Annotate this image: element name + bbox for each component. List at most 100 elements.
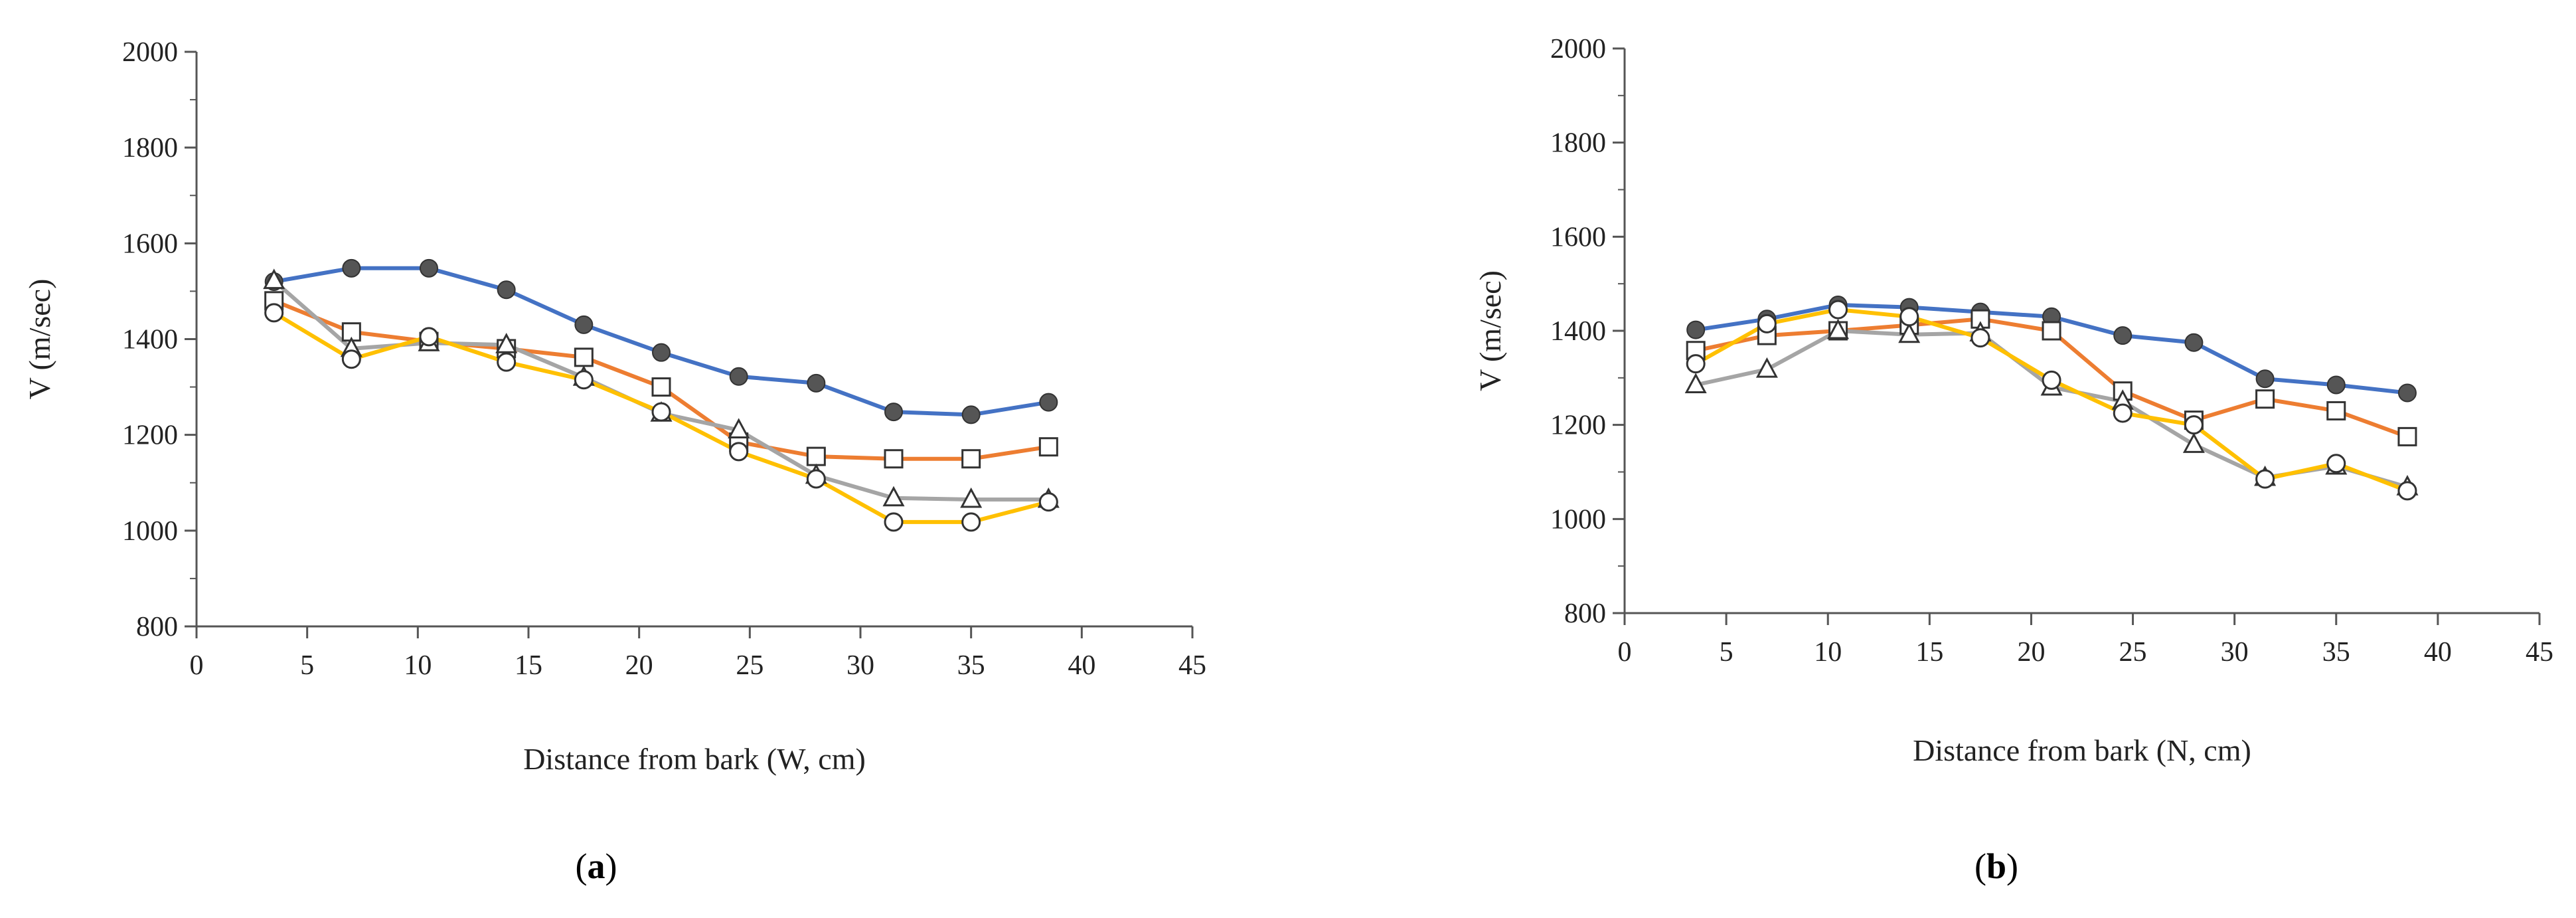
chart-b-series-1-point xyxy=(2113,326,2133,345)
chart-b-x-tick-label: 15 xyxy=(1915,637,1943,668)
chart-b-series-4-point xyxy=(1686,354,1706,374)
chart-b-series-1-point xyxy=(2326,375,2346,395)
chart-a-panel-label: (a) xyxy=(576,846,617,886)
chart-b-series-4-point xyxy=(1899,307,1919,327)
chart-b-y-axis-title: V (m/sec) xyxy=(1473,270,1507,391)
chart-b-series-4-point xyxy=(2184,415,2204,435)
chart-b-x-tick-label: 0 xyxy=(1618,637,1632,668)
chart-b-svg: 800 1000 1200 1400 1600 1800 2000 0 5 10 15 20 25 30 3… xyxy=(1473,34,2553,886)
chart-a-series-4-point xyxy=(497,352,517,372)
chart-a-series-2-point xyxy=(651,377,671,397)
chart-a-y-tick-label: 1800 xyxy=(122,133,178,163)
chart-b-x-tick-label: 30 xyxy=(2221,637,2249,668)
chart-a-x-tick-label: 15 xyxy=(515,650,542,681)
chart-a-x-tick-label: 35 xyxy=(957,650,985,681)
chart-a-y-tick-label: 2000 xyxy=(122,37,178,68)
chart-b-x-tick-label: 5 xyxy=(1720,637,1733,668)
chart-b-series-2-point xyxy=(2255,389,2275,409)
chart-b-series-3-point xyxy=(1898,322,1921,343)
chart-a-series-2-point xyxy=(1038,437,1058,457)
chart-a-series-1-point xyxy=(807,373,826,393)
chart-a-series-1-point xyxy=(729,367,748,386)
chart-b-series-1-point xyxy=(1686,320,1706,339)
chart-b-y-tick-label: 2000 xyxy=(1550,34,1606,64)
chart-b-series-4-point xyxy=(1971,328,1990,348)
chart-b-panel-label: (b) xyxy=(1974,846,2018,886)
chart-b-y-tick-label: 1400 xyxy=(1550,316,1606,347)
chart-a-x-tick-label: 0 xyxy=(190,650,204,681)
chart-b-series-4-point xyxy=(2113,403,2133,423)
chart-b-series-4-point xyxy=(2397,481,2417,501)
chart-a-series-4-point xyxy=(419,327,439,347)
chart-a-series-3-point xyxy=(728,418,750,438)
chart-a-series-1-point xyxy=(342,258,361,278)
chart-a-series-4-point xyxy=(729,442,749,462)
chart-b-series-3-point xyxy=(2182,432,2205,453)
chart-b-x-tick-label: 10 xyxy=(1814,637,1842,668)
chart-a-series-1-point xyxy=(884,403,903,422)
chart-b-series-3-line xyxy=(1695,329,2408,490)
chart-panel-b: 800 1000 1200 1400 1600 1800 2000 0 5 10 15 20 25 30 3… xyxy=(1467,0,2576,918)
chart-a-series-4-point xyxy=(1038,492,1058,512)
chart-a-y-axis-title: V (m/sec) xyxy=(23,279,56,400)
chart-b-series-1-point xyxy=(2397,383,2417,403)
chart-b-series-4-point xyxy=(1757,314,1777,333)
chart-a-series-1-point xyxy=(652,343,671,362)
chart-a-series-3-point xyxy=(960,487,983,508)
chart-b-y-tick-label: 1200 xyxy=(1550,411,1606,441)
chart-a-series-2-point xyxy=(806,446,826,466)
chart-a-series-1-point xyxy=(961,405,981,424)
chart-b-y-tick-label: 1600 xyxy=(1550,222,1606,252)
chart-b-y-tick-label: 1000 xyxy=(1550,504,1606,535)
chart-a-series-4-point xyxy=(806,469,826,489)
chart-a-series-1-point xyxy=(574,315,594,334)
chart-b-series-1-point xyxy=(2184,333,2204,352)
chart-a-series-3-point xyxy=(882,486,905,507)
chart-a-series-2-point xyxy=(961,449,981,469)
chart-a-x-tick-label: 10 xyxy=(404,650,432,681)
chart-b-series-1-point xyxy=(2255,369,2275,389)
chart-a-series-1-point xyxy=(420,258,438,278)
chart-a-series-4-point xyxy=(651,402,671,422)
chart-b-series-2-point xyxy=(2326,401,2346,420)
chart-a-x-tick-label: 25 xyxy=(736,650,764,681)
chart-b-series-2-point xyxy=(2397,426,2417,446)
chart-a-svg: 800 1000 1200 1400 1600 1800 2000 0 5 10 15 20 25 30 3… xyxy=(23,37,1206,886)
chart-b-series-2-point xyxy=(2042,321,2061,341)
chart-a-series-1-point xyxy=(497,280,516,300)
chart-a-series-4-point xyxy=(961,512,981,532)
chart-a-series-2-point xyxy=(574,347,594,367)
chart-a-x-tick-label: 20 xyxy=(625,650,653,681)
chart-a-y-tick-label: 1600 xyxy=(122,229,178,259)
chart-b-x-tick-label: 25 xyxy=(2119,637,2147,668)
chart-b-y-tick-label: 800 xyxy=(1564,598,1606,629)
chart-b-x-tick-label: 40 xyxy=(2424,637,2452,668)
chart-a-y-tick-label: 1000 xyxy=(122,516,178,547)
chart-b-series-3-point xyxy=(1826,318,1850,339)
chart-b-x-axis-title: Distance from bark (N, cm) xyxy=(1913,733,2251,767)
chart-a-series-4-point xyxy=(574,370,594,390)
chart-a-series-3-point xyxy=(263,268,285,290)
chart-b-series-4-point xyxy=(1828,300,1848,320)
chart-b-series-4-point xyxy=(2326,454,2346,474)
chart-a-y-tick-label: 1200 xyxy=(122,420,178,451)
chart-b-x-tick-label: 45 xyxy=(2526,637,2553,668)
chart-a-y-tick-label: 800 xyxy=(136,612,178,642)
chart-a-series-3-point xyxy=(495,333,518,353)
chart-a-series-1-point xyxy=(1039,393,1058,412)
chart-a-series-2-point xyxy=(884,449,904,469)
chart-b-series-4-point xyxy=(2042,370,2061,390)
chart-b-x-tick-label: 35 xyxy=(2322,637,2350,668)
chart-a-x-tick-label: 40 xyxy=(1068,650,1095,681)
chart-a-x-tick-label: 5 xyxy=(300,650,314,681)
chart-a-x-axis-title: Distance from bark (W, cm) xyxy=(523,742,866,776)
chart-b-series-3-point xyxy=(1684,373,1707,393)
chart-b-series-4-point xyxy=(2255,469,2275,489)
chart-panel-a: 800 1000 1200 1400 1600 1800 2000 0 5 10 15 20 25 30 3… xyxy=(0,0,1261,918)
chart-a-x-tick-label: 45 xyxy=(1178,650,1206,681)
chart-a-y-tick-label: 1400 xyxy=(122,325,178,355)
chart-a-x-tick-label: 30 xyxy=(846,650,874,681)
chart-b-y-tick-label: 1800 xyxy=(1550,128,1606,159)
chart-b-x-tick-label: 20 xyxy=(2017,637,2045,668)
chart-a-series-4-point xyxy=(884,512,904,532)
